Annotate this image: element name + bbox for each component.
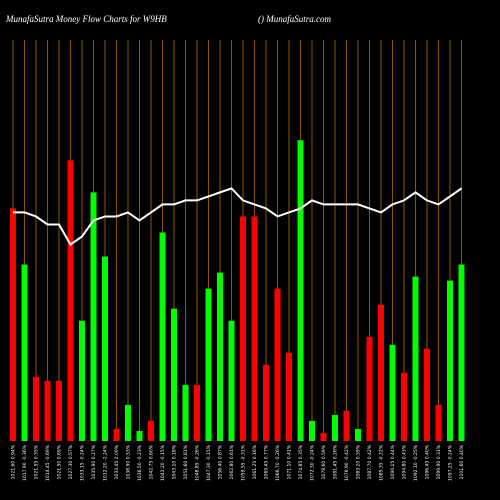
x-tick-label: 1047.30 -0.15% xyxy=(206,444,212,481)
bar xyxy=(274,288,281,441)
x-tick-label: 1097.25 -0.24% xyxy=(448,444,454,481)
bar xyxy=(44,380,51,441)
x-tick-label: 1078.60 0.59% xyxy=(321,444,327,479)
x-tick-label: 1056.40 0.87% xyxy=(218,444,224,479)
x-tick-label: 1059.55 -0.31% xyxy=(241,444,247,481)
chart-subtitle: () MunafaSutra.com xyxy=(258,14,331,24)
bar xyxy=(263,364,269,441)
bar xyxy=(159,232,166,441)
bar xyxy=(102,256,108,441)
bar xyxy=(228,320,235,441)
bar xyxy=(412,276,419,441)
x-tick-label: 1038.90 0.53% xyxy=(126,444,132,479)
bar xyxy=(33,376,39,441)
x-tick-label: 1096.45 0.40% xyxy=(425,444,431,479)
x-tick-label: 1069.45 0.77% xyxy=(264,444,270,479)
x-tick-label: 1061.25 0.16% xyxy=(252,444,258,479)
x-tick-label: 1072.30 -0.24% xyxy=(310,444,316,481)
bar xyxy=(378,304,384,441)
bar xyxy=(343,410,350,441)
x-tick-label: 1071.10 0.41% xyxy=(287,444,293,479)
x-tick-label: 1090.15 0.44% xyxy=(390,444,396,479)
x-tick-label: 1085.35 -0.22% xyxy=(379,444,385,481)
bar xyxy=(435,404,442,441)
x-tick-label: 1076.90 -0.42% xyxy=(344,444,350,481)
x-tick-label: 1036.50 -0.23% xyxy=(137,444,143,481)
bar xyxy=(113,428,120,441)
bar xyxy=(286,352,292,441)
bar xyxy=(205,288,212,441)
bar xyxy=(125,404,131,441)
bar xyxy=(389,344,396,441)
x-tick-label: 1066.70 -0.26% xyxy=(275,444,281,481)
bar xyxy=(194,384,200,441)
bar xyxy=(56,380,62,441)
x-tick-label: 1041.20 -0.15% xyxy=(160,444,166,481)
bar xyxy=(366,336,373,441)
x-tick-label: 1083.20 0.59% xyxy=(356,444,362,479)
bar xyxy=(320,432,327,441)
x-tick-label: 1027.30 0.57% xyxy=(68,444,74,479)
bar xyxy=(447,280,453,441)
x-tick-label: 1092.10 -0.25% xyxy=(413,444,419,481)
x-tick-label: 1081.45 0.26% xyxy=(333,444,339,479)
x-tick-label: 1033.15 -0.24% xyxy=(80,444,86,481)
bar xyxy=(136,430,143,441)
x-tick-label: 1094.80 0.43% xyxy=(402,444,408,479)
bar xyxy=(182,384,189,441)
x-tick-label: 1017.90 -0.36% xyxy=(22,444,28,481)
x-tick-label: 1042.75 0.60% xyxy=(149,444,155,479)
x-tick-label: 1048.85 -0.26% xyxy=(195,444,201,481)
bar xyxy=(240,216,246,441)
x-tick-label: 1012.20 -2.24% xyxy=(103,444,109,481)
bar xyxy=(10,208,16,441)
bar xyxy=(148,420,154,441)
bar xyxy=(424,348,430,441)
bar xyxy=(79,320,85,441)
x-tick-label: 1101.60 0.40% xyxy=(459,444,465,479)
bar xyxy=(67,160,74,442)
x-tick-label: 1087.70 0.42% xyxy=(367,444,373,479)
x-tick-label: 1043.10 0.18% xyxy=(172,444,178,479)
bar xyxy=(90,192,97,441)
bar xyxy=(217,272,223,441)
x-tick-label: 1074.85 0.35% xyxy=(298,444,304,479)
bar xyxy=(401,372,407,441)
bar xyxy=(309,420,315,441)
x-tick-label: 1099.90 0.31% xyxy=(436,444,442,479)
bar xyxy=(21,264,28,441)
bar xyxy=(297,140,304,441)
money-flow-line xyxy=(13,187,463,246)
bar xyxy=(355,428,361,441)
bar xyxy=(251,216,258,441)
bar xyxy=(332,414,338,441)
x-tick-label: 1051.60 0.81% xyxy=(183,444,189,479)
x-tick-label: 1021.60 0.94% xyxy=(11,444,17,479)
x-tick-label: 1033.45 2.09% xyxy=(114,444,120,479)
x-tick-label: 1021.55 0.35% xyxy=(34,444,40,479)
x-tick-label: 1035.90 0.27% xyxy=(91,444,97,479)
bar xyxy=(458,264,465,441)
x-tick-label: 1062.80 0.61% xyxy=(229,444,235,479)
chart-title: MunafaSutra Money Flow Charts for W9HB xyxy=(5,14,167,24)
x-tick-label: 1021.50 0.69% xyxy=(57,444,63,479)
bar xyxy=(171,308,177,441)
x-tick-label: 1014.45 -0.69% xyxy=(45,444,51,481)
